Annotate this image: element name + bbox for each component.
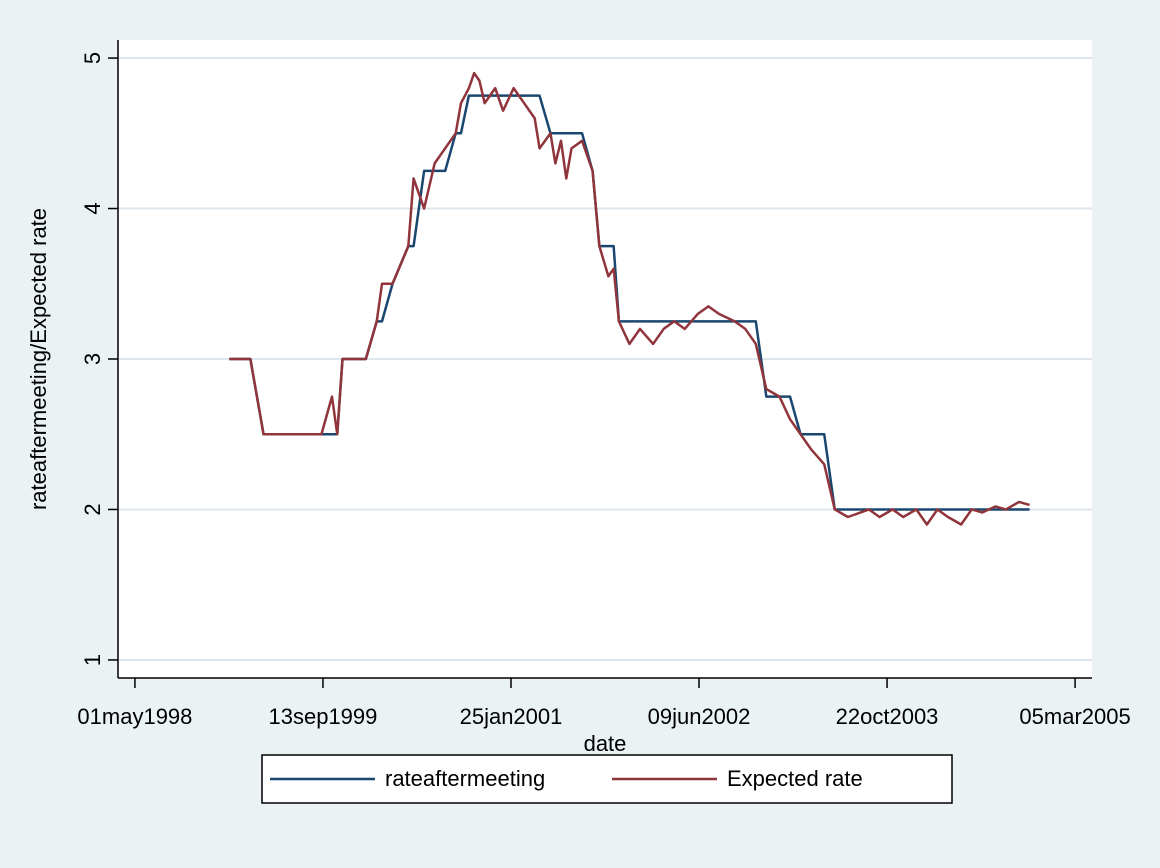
series-line [229, 71, 1030, 526]
x-tick-label: 01may1998 [77, 704, 192, 729]
y-tick-label: 1 [80, 654, 105, 666]
x-tick-label: 22oct2003 [836, 704, 939, 729]
x-tick-label: 25jan2001 [460, 704, 563, 729]
legend-box [261, 754, 953, 804]
y-tick-label: 2 [80, 503, 105, 515]
legend-label: Expected rate [727, 766, 863, 791]
x-tick-label: 05mar2005 [1019, 704, 1130, 729]
x-tick-label: 13sep1999 [269, 704, 378, 729]
x-tick-label: 09jun2002 [648, 704, 751, 729]
y-axis-title: rateaftermeeting/Expected rate [26, 208, 51, 510]
y-tick-label: 4 [80, 202, 105, 214]
legend-label: rateaftermeeting [385, 766, 545, 791]
x-axis-title: date [584, 731, 627, 756]
y-tick-label: 3 [80, 353, 105, 365]
y-tick-label: 5 [80, 52, 105, 64]
